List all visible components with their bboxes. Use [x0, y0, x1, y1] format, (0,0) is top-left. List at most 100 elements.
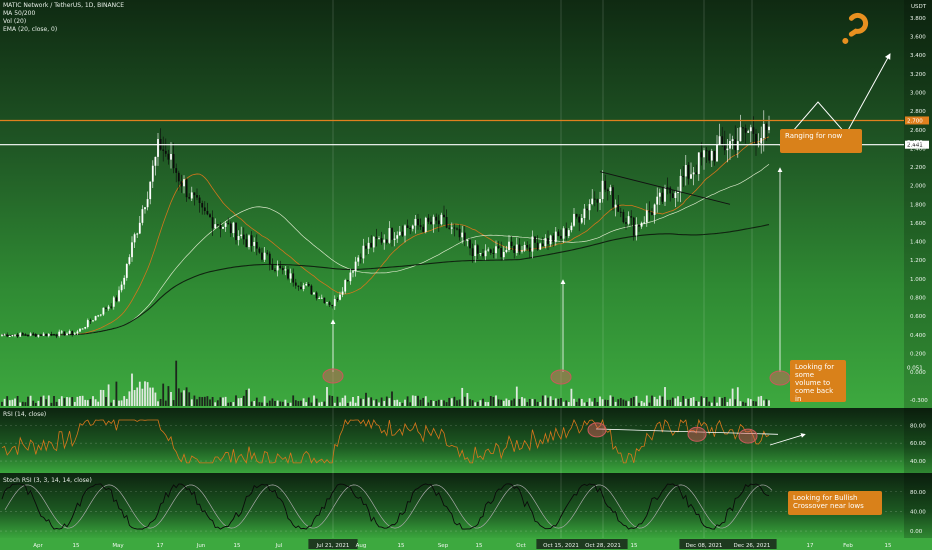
- candle-body: [541, 243, 544, 247]
- legend-vol[interactable]: Vol (20): [3, 18, 27, 25]
- candle-body: [60, 331, 63, 333]
- candle-body: [755, 133, 757, 144]
- candle-body: [760, 138, 763, 144]
- price-tick-label: 0.800: [910, 296, 926, 302]
- candle-body: [138, 222, 141, 234]
- candle-body: [235, 222, 237, 241]
- volume-bar: [752, 401, 755, 406]
- candle-body: [315, 292, 318, 299]
- candle-body: [164, 150, 167, 154]
- candle-body: [79, 328, 81, 332]
- volume-bar: [42, 395, 45, 406]
- stoch-label[interactable]: Stoch RSI (3, 3, 14, 14, close): [3, 477, 92, 484]
- rsi-tick-label: 60.00: [910, 441, 926, 447]
- volume-note[interactable]: Looking for some volume to come back in: [790, 360, 846, 403]
- volume-bar: [292, 395, 295, 406]
- volume-bar: [526, 402, 529, 406]
- candle-body: [14, 334, 16, 336]
- volume-bar: [713, 396, 716, 406]
- volume-bar: [430, 400, 432, 406]
- volume-bar: [625, 400, 627, 406]
- candle-body: [271, 264, 274, 270]
- volume-bar: [177, 388, 180, 406]
- price-tick-label: 1.000: [910, 277, 926, 283]
- stoch-note[interactable]: Looking for Bullish Crossover near lows: [788, 491, 882, 515]
- volume-bar: [515, 386, 518, 406]
- volume-bar: [1, 401, 3, 406]
- volume-bar: [118, 400, 120, 406]
- legend-ma[interactable]: MA 50/200: [3, 10, 36, 17]
- candle-body: [276, 265, 279, 271]
- trend-line: [599, 171, 731, 205]
- candle-body: [21, 333, 24, 335]
- candle-body: [328, 302, 331, 305]
- volume-bar: [375, 399, 378, 406]
- price-unit: USDT: [911, 4, 927, 10]
- volume-bar: [318, 402, 321, 406]
- volume-bar: [365, 392, 367, 406]
- time-tick-label: Oct 28, 2021: [585, 543, 621, 549]
- time-tick-label: 15: [885, 543, 892, 549]
- volume-bar: [279, 401, 282, 406]
- volume-bar: [302, 398, 305, 406]
- volume-bar: [110, 402, 113, 406]
- time-tick-highlight: [536, 539, 586, 549]
- candle-body: [744, 128, 747, 133]
- candle-body: [398, 231, 401, 236]
- candle-body: [198, 197, 201, 204]
- volume-bar: [263, 396, 266, 406]
- candle-body: [547, 238, 549, 245]
- candle-body: [635, 224, 638, 236]
- candle-body: [656, 196, 659, 205]
- time-tick-label: Feb: [843, 543, 853, 549]
- ranging-note[interactable]: Ranging for now: [780, 129, 862, 153]
- candle-body: [201, 203, 204, 208]
- volume-bar: [505, 398, 508, 406]
- volume-bar: [690, 397, 692, 406]
- legend-ema[interactable]: EMA (20, close, 0): [3, 26, 58, 33]
- stoch-k-line: [1, 483, 770, 530]
- volume-bar: [151, 387, 154, 406]
- volume-bar: [536, 401, 539, 406]
- projection-arrow: [779, 53, 891, 147]
- volume-bar: [495, 395, 497, 406]
- candle-body: [531, 236, 534, 252]
- candle-body: [380, 238, 383, 243]
- volume-bar: [196, 399, 198, 406]
- volume-bar: [731, 388, 734, 406]
- rsi-label[interactable]: RSI (14, close): [3, 411, 47, 418]
- candle-body: [716, 144, 718, 162]
- candle-body: [318, 297, 321, 299]
- volume-bar: [357, 395, 360, 406]
- candle-body: [586, 208, 588, 211]
- drawings: [322, 53, 891, 386]
- candle-body: [448, 227, 451, 229]
- candle-body: [458, 228, 461, 238]
- volume-bar: [729, 398, 731, 406]
- volume-bar: [339, 402, 341, 406]
- volume-bar: [250, 401, 253, 406]
- candle-body: [419, 225, 422, 227]
- volume-bar: [469, 399, 471, 406]
- volume-bar: [658, 395, 661, 406]
- volume-bar: [388, 398, 391, 406]
- volume-bar: [58, 399, 61, 406]
- candle-body: [640, 222, 643, 227]
- question-mark-icon: [842, 12, 869, 44]
- volume-bar: [237, 398, 240, 406]
- volume-bar: [227, 402, 230, 406]
- volume-bar: [521, 397, 523, 406]
- candle-body: [682, 175, 685, 177]
- candle-body: [510, 241, 513, 246]
- candle-body: [643, 222, 646, 224]
- volume-bar: [671, 397, 674, 406]
- volume-bar: [757, 396, 760, 406]
- candle-body: [344, 280, 347, 292]
- volume-bar: [198, 396, 201, 406]
- volume-bar: [534, 399, 536, 406]
- candle-body: [94, 316, 97, 321]
- volume-bar: [718, 397, 721, 406]
- candle-body: [768, 126, 770, 131]
- candle-body: [47, 333, 50, 336]
